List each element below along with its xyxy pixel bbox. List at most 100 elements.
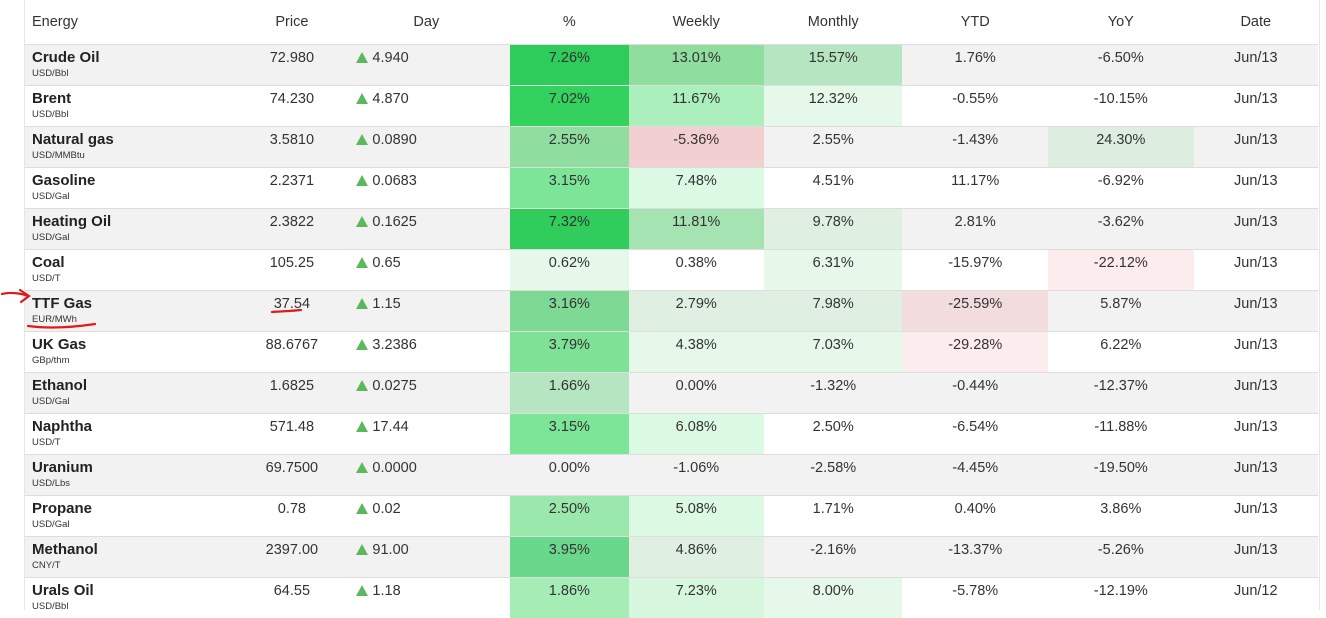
monthly-cell: 9.78% bbox=[764, 209, 902, 250]
monthly-cell: 12.32% bbox=[764, 86, 902, 127]
weekly-value: 13.01% bbox=[629, 45, 764, 66]
weekly-cell: 0.38% bbox=[629, 250, 764, 291]
column-header-price[interactable]: Price bbox=[241, 0, 342, 45]
commodity-name-link[interactable]: Uranium bbox=[32, 455, 241, 476]
monthly-cell: -2.16% bbox=[764, 537, 902, 578]
column-header-date[interactable]: Date bbox=[1194, 0, 1318, 45]
price-value: 0.78 bbox=[241, 496, 342, 517]
commodity-name-link[interactable]: Natural gas bbox=[32, 127, 241, 148]
monthly-value: 2.55% bbox=[764, 127, 902, 148]
commodity-name-link[interactable]: Heating Oil bbox=[32, 209, 241, 230]
ytd-cell: -29.28% bbox=[902, 332, 1048, 373]
commodity-name-link[interactable]: Propane bbox=[32, 496, 241, 517]
commodity-name-link[interactable]: Ethanol bbox=[32, 373, 241, 394]
monthly-value: 6.31% bbox=[764, 250, 902, 271]
commodity-name-link[interactable]: TTF Gas bbox=[32, 291, 241, 312]
ytd-value: -13.37% bbox=[902, 537, 1048, 558]
column-header-weekly[interactable]: Weekly bbox=[629, 0, 764, 45]
pct-value: 3.16% bbox=[510, 291, 628, 312]
day-cell: 3.2386 bbox=[342, 332, 510, 373]
commodity-unit: USD/Bbl bbox=[32, 66, 241, 79]
price-cell: 37.54 bbox=[241, 291, 342, 332]
date-value: Jun/13 bbox=[1194, 496, 1318, 517]
yoy-cell: -22.12% bbox=[1048, 250, 1194, 291]
ytd-cell: 1.76% bbox=[902, 45, 1048, 86]
pct-cell: 3.15% bbox=[510, 168, 628, 209]
date-cell: Jun/13 bbox=[1194, 537, 1318, 578]
column-header-percent[interactable]: % bbox=[510, 0, 628, 45]
commodity-name-link[interactable]: Methanol bbox=[32, 537, 241, 558]
day-change-value: 4.940 bbox=[372, 50, 408, 66]
yoy-value: -10.15% bbox=[1048, 86, 1194, 107]
date-cell: Jun/13 bbox=[1194, 291, 1318, 332]
pct-cell: 2.55% bbox=[510, 127, 628, 168]
commodity-name-link[interactable]: Gasoline bbox=[32, 168, 241, 189]
weekly-value: 6.08% bbox=[629, 414, 764, 435]
column-header-energy[interactable]: Energy bbox=[24, 0, 241, 45]
ytd-cell: 2.81% bbox=[902, 209, 1048, 250]
yoy-value: -22.12% bbox=[1048, 250, 1194, 271]
pct-value: 3.79% bbox=[510, 332, 628, 353]
monthly-cell: 15.57% bbox=[764, 45, 902, 86]
commodity-unit: USD/T bbox=[32, 271, 241, 284]
monthly-value: 2.50% bbox=[764, 414, 902, 435]
day-cell: 91.00 bbox=[342, 537, 510, 578]
commodity-name-link[interactable]: UK Gas bbox=[32, 332, 241, 353]
price-cell: 3.5810 bbox=[241, 127, 342, 168]
yoy-value: -6.50% bbox=[1048, 45, 1194, 66]
column-header-ytd[interactable]: YTD bbox=[902, 0, 1048, 45]
pct-cell: 1.66% bbox=[510, 373, 628, 414]
ytd-cell: -4.45% bbox=[902, 455, 1048, 496]
pct-value: 0.00% bbox=[510, 455, 628, 476]
weekly-cell: 11.67% bbox=[629, 86, 764, 127]
monthly-cell: 4.51% bbox=[764, 168, 902, 209]
yoy-cell: 3.86% bbox=[1048, 496, 1194, 537]
column-header-monthly[interactable]: Monthly bbox=[764, 0, 902, 45]
weekly-value: 11.81% bbox=[629, 209, 764, 230]
yoy-cell: -3.62% bbox=[1048, 209, 1194, 250]
commodity-name-link[interactable]: Brent bbox=[32, 86, 241, 107]
pct-cell: 3.79% bbox=[510, 332, 628, 373]
monthly-cell: 2.50% bbox=[764, 414, 902, 455]
pct-value: 3.15% bbox=[510, 414, 628, 435]
day-change-value: 91.00 bbox=[372, 542, 408, 558]
yoy-value: 6.22% bbox=[1048, 332, 1194, 353]
date-value: Jun/13 bbox=[1194, 332, 1318, 353]
monthly-value: 7.98% bbox=[764, 291, 902, 312]
commodity-name-link[interactable]: Coal bbox=[32, 250, 241, 271]
pct-cell: 7.32% bbox=[510, 209, 628, 250]
up-triangle-icon bbox=[356, 93, 368, 104]
column-header-day[interactable]: Day bbox=[342, 0, 510, 45]
day-change-value: 0.02 bbox=[372, 501, 400, 517]
commodity-name-link[interactable]: Naphtha bbox=[32, 414, 241, 435]
monthly-value: 15.57% bbox=[764, 45, 902, 66]
date-cell: Jun/13 bbox=[1194, 373, 1318, 414]
ytd-value: 11.17% bbox=[902, 168, 1048, 189]
day-change-value: 3.2386 bbox=[372, 337, 416, 353]
weekly-value: 0.00% bbox=[629, 373, 764, 394]
commodity-name-link[interactable]: Urals Oil bbox=[32, 578, 241, 599]
ytd-cell: -0.55% bbox=[902, 86, 1048, 127]
price-cell: 2.2371 bbox=[241, 168, 342, 209]
energy-table: Energy Price Day % Weekly Monthly YTD Yo… bbox=[24, 0, 1318, 618]
commodity-name-link[interactable]: Crude Oil bbox=[32, 45, 241, 66]
price-value: 72.980 bbox=[241, 45, 342, 66]
column-header-yoy[interactable]: YoY bbox=[1048, 0, 1194, 45]
